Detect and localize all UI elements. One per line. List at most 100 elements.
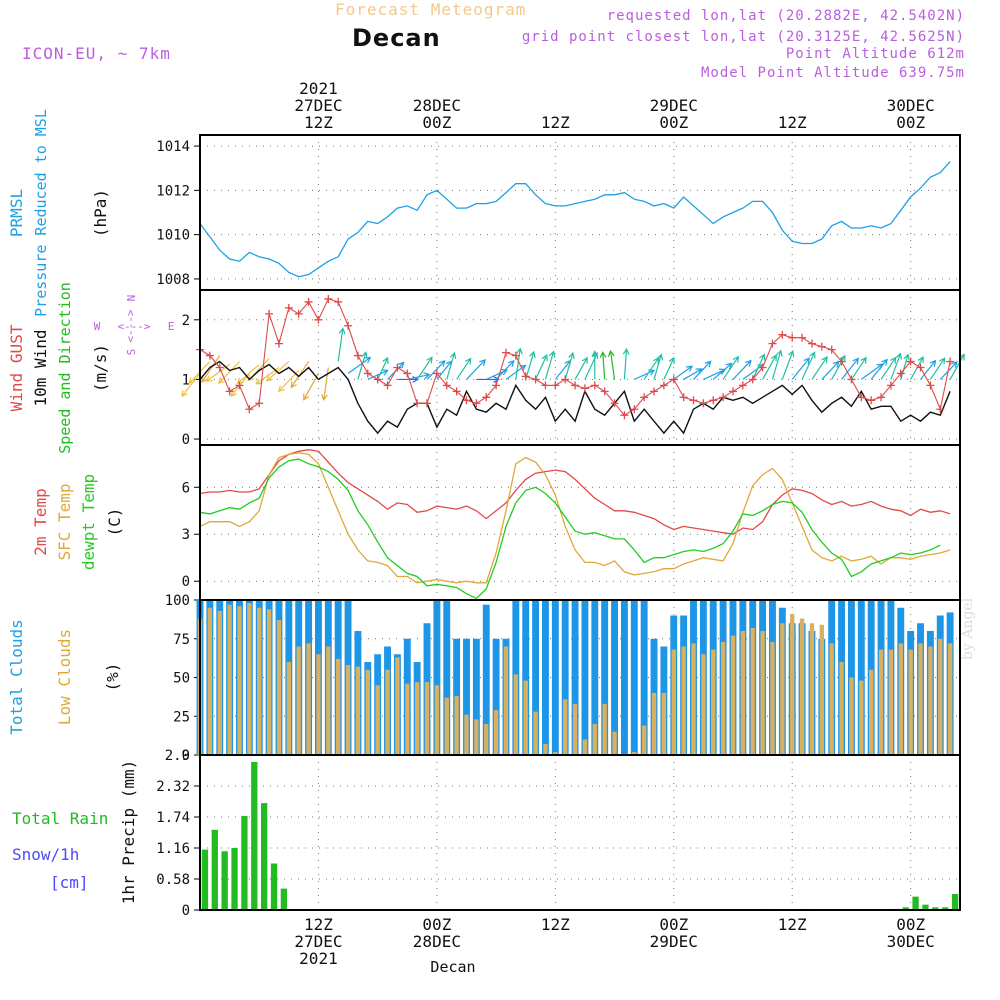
wind-gust-marker bbox=[561, 375, 570, 384]
wind-gust-marker bbox=[709, 396, 718, 405]
wind-arrow bbox=[850, 357, 867, 380]
wind-arrow bbox=[920, 360, 936, 380]
y-tick-label: 0 bbox=[182, 748, 190, 764]
cloud-low-bar bbox=[868, 669, 874, 755]
wind-arrow-head bbox=[581, 356, 588, 364]
wind-arrow bbox=[574, 357, 588, 380]
time-label-bottom: 28DEC bbox=[413, 932, 461, 951]
cloud-low-bar bbox=[878, 649, 884, 755]
wind-arrow bbox=[426, 360, 446, 380]
cloud-total-bar bbox=[551, 600, 559, 755]
wind-arrow-head bbox=[917, 356, 924, 364]
cloud-low-bar bbox=[553, 751, 558, 755]
panel-frame bbox=[199, 754, 961, 911]
wind-arrow-head bbox=[218, 377, 225, 385]
time-label-top: 27DEC bbox=[294, 96, 342, 115]
pressure-unit-label: (hPa) bbox=[91, 189, 110, 237]
wind-arrow bbox=[860, 363, 883, 380]
grid-point-coords: grid point closest lon,lat (20.3125E, 42… bbox=[521, 29, 965, 45]
wind-arrow-head bbox=[236, 377, 244, 385]
wind-arrow-head bbox=[265, 374, 273, 382]
wind-arrow bbox=[337, 328, 344, 362]
cloud-low-bar bbox=[336, 658, 341, 755]
wind-gust-marker bbox=[679, 393, 688, 402]
rain-bar bbox=[932, 907, 939, 910]
time-label-top: 00Z bbox=[659, 113, 688, 132]
wind-arrow-head bbox=[951, 361, 958, 368]
wind-gust-marker bbox=[294, 309, 303, 318]
wind-arrow-head bbox=[493, 376, 501, 383]
time-label-bottom: 00Z bbox=[896, 915, 925, 934]
wind-gust-marker bbox=[827, 345, 836, 354]
cloud-low-bar bbox=[257, 607, 262, 755]
wind-arrow-head bbox=[321, 393, 328, 402]
wind-arrow-head bbox=[277, 385, 285, 393]
y-tick-label: 2.32 bbox=[156, 779, 190, 795]
wind-arrow-head bbox=[668, 356, 675, 364]
wind-gust-marker bbox=[600, 387, 609, 396]
cloud-low-bar bbox=[563, 699, 568, 755]
cloud-low-bar bbox=[947, 643, 953, 755]
wind-arrow-head bbox=[500, 368, 509, 376]
wind-arrow-head bbox=[303, 393, 310, 401]
cloud-low-bar bbox=[780, 623, 785, 755]
wind-arrow bbox=[841, 358, 859, 380]
wind-gust-marker bbox=[511, 351, 520, 360]
wind-arrow-head bbox=[599, 351, 607, 359]
cloud-low-bar bbox=[681, 646, 686, 755]
wind-gust-marker bbox=[640, 393, 649, 402]
wind-gust-marker bbox=[492, 381, 501, 390]
wind-arrow bbox=[201, 355, 221, 383]
wind-arrow-head bbox=[787, 349, 795, 358]
wind-arrow bbox=[781, 350, 794, 380]
cloud-low-bar bbox=[493, 710, 499, 755]
time-label-bottom: 12Z bbox=[778, 915, 807, 934]
wind-arrow-head bbox=[364, 356, 372, 364]
cloud-low-bar bbox=[434, 685, 440, 755]
cloud-low-bar bbox=[671, 649, 676, 755]
temp-sfc-line bbox=[199, 452, 951, 584]
wind-arrow bbox=[703, 369, 726, 380]
wind-arrow bbox=[634, 369, 655, 380]
rain-bar bbox=[241, 815, 248, 910]
station-name: Decan bbox=[352, 24, 441, 52]
wind-gust-marker bbox=[877, 393, 886, 402]
chart-title: Forecast Meteogram bbox=[335, 0, 527, 19]
time-label-top: 00Z bbox=[896, 113, 925, 132]
wind-gust-marker bbox=[353, 351, 362, 360]
wind-arrow-head bbox=[381, 369, 389, 376]
wind-arrow bbox=[722, 356, 739, 380]
rain-bar bbox=[951, 893, 959, 910]
cloud-total-bar bbox=[630, 600, 638, 755]
wind-arrow bbox=[544, 351, 555, 380]
y-tick-label: 1012 bbox=[156, 183, 190, 199]
cloud-low-bar bbox=[464, 714, 469, 755]
wind-arrow bbox=[762, 354, 777, 380]
wind-arrow-head bbox=[759, 353, 766, 361]
cloud-low-bar bbox=[454, 696, 459, 755]
cloud-low-bar bbox=[414, 682, 420, 755]
wind-gust-marker bbox=[788, 333, 797, 342]
y-tick-label: 2 bbox=[182, 313, 190, 329]
temp-2m-label: 2m Temp bbox=[31, 488, 50, 555]
cloud-low-bar bbox=[720, 641, 726, 755]
wind-gust-marker bbox=[413, 399, 422, 408]
wind-arrow-head bbox=[744, 359, 752, 367]
wind-arrow-head bbox=[903, 353, 910, 361]
cloud-total-bar bbox=[463, 638, 470, 755]
wind-arrow-head bbox=[290, 381, 297, 389]
wind-gust-marker bbox=[344, 321, 353, 330]
cloud-low-bar bbox=[207, 607, 213, 755]
y-tick-label: 0.58 bbox=[156, 872, 190, 888]
wind-gust-marker bbox=[659, 381, 668, 390]
wind-arrow-head bbox=[607, 349, 615, 357]
time-label-bottom: 00Z bbox=[659, 915, 688, 934]
precip-unit-label: 1hr Precip (mm) bbox=[119, 760, 138, 905]
cloud-low-bar bbox=[266, 609, 272, 755]
wind-arrow-head bbox=[426, 356, 433, 364]
rain-bar bbox=[942, 907, 949, 910]
wind-arrow-head bbox=[548, 350, 556, 358]
cloud-low-bar bbox=[859, 680, 864, 755]
wind-arrow-head bbox=[656, 353, 664, 361]
